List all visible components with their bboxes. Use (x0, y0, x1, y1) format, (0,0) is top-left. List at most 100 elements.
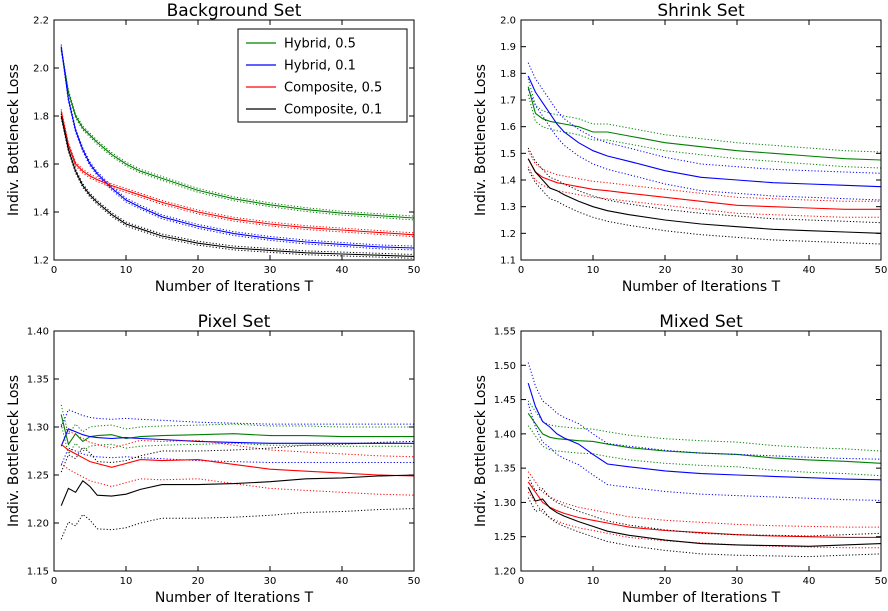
x-tick-label: 0 (51, 576, 57, 587)
x-tick-label: 30 (264, 576, 277, 587)
series-upper-band (527, 400, 881, 452)
plot-area (527, 362, 881, 558)
x-tick-label: 0 (51, 265, 57, 276)
x-tick-label: 50 (408, 265, 421, 276)
legend-label: Hybrid, 0.5 (284, 37, 356, 52)
series-lower-band (60, 423, 414, 456)
y-tick-label: 1.2 (33, 256, 49, 267)
y-tick-label: 1.40 (494, 429, 516, 440)
series-lower-band (527, 491, 881, 549)
axes-frame (520, 19, 882, 261)
series-lower-band (527, 89, 881, 201)
chart-title: Mixed Set (659, 312, 743, 332)
series-upper-band (527, 147, 881, 224)
y-tick-label: 2.0 (500, 16, 516, 27)
series-upper-band (60, 113, 414, 255)
series-upper-band (527, 362, 881, 460)
x-tick-label: 0 (518, 576, 524, 587)
series-line (527, 86, 881, 161)
series-line (60, 111, 414, 236)
series-upper-band (60, 440, 414, 473)
x-tick-label: 30 (731, 576, 744, 587)
y-tick-label: 1.30 (494, 498, 516, 509)
y-tick-label: 1.3 (500, 202, 516, 213)
y-axis-label: Indiv. Bottleneck Loss (473, 375, 489, 527)
y-tick-label: 1.50 (494, 361, 516, 372)
plot-area (60, 404, 414, 540)
series-upper-band (60, 44, 414, 247)
series-lower-band (60, 508, 414, 540)
x-tick-label: 20 (192, 576, 205, 587)
x-tick-label: 0 (518, 265, 524, 276)
series-lower-band (527, 169, 881, 245)
legend-label: Composite, 0.5 (284, 81, 382, 96)
chart-title: Background Set (167, 1, 302, 21)
x-tick-label: 40 (336, 265, 349, 276)
chart-panel: 0 10 20 30 40 50 1.15 1.20 1.25 1.30 1.35 1.40 Pixel… (6, 312, 420, 606)
axes-frame (53, 19, 415, 261)
series-line (60, 428, 414, 447)
series-line (60, 443, 414, 477)
series-lower-band (60, 117, 414, 259)
x-axis-label: Number of Iterations T (622, 279, 781, 295)
y-axis-label: Indiv. Bottleneck Loss (473, 64, 489, 216)
y-tick-label: 1.2 (500, 229, 516, 240)
series-line (60, 414, 414, 446)
series-lower-band (60, 112, 414, 238)
series-line (527, 382, 881, 481)
y-axis-label: Indiv. Bottleneck Loss (6, 375, 22, 527)
series-line (527, 487, 881, 547)
y-tick-label: 1.20 (494, 567, 516, 578)
y-tick-label: 1.1 (500, 256, 516, 267)
y-tick-label: 2.2 (33, 16, 49, 27)
y-tick-label: 1.9 (500, 42, 516, 53)
y-tick-label: 1.15 (27, 567, 49, 578)
y-tick-label: 1.35 (27, 375, 49, 386)
series-upper-band (527, 78, 881, 153)
series-line (60, 48, 414, 219)
y-axis-label: Indiv. Bottleneck Loss (6, 64, 22, 216)
series-upper-band (527, 476, 881, 537)
chart-panel: 0 10 20 30 40 50 1.20 1.25 1.30 1.35 1.40 1.45 1.50 1… (473, 312, 887, 606)
series-line (60, 115, 414, 257)
series-upper-band (527, 62, 881, 174)
y-tick-label: 1.25 (27, 471, 49, 482)
series-upper-band (60, 404, 414, 436)
y-tick-label: 1.6 (500, 122, 516, 133)
x-tick-label: 40 (803, 576, 816, 587)
x-tick-label: 20 (659, 576, 672, 587)
y-tick-label: 1.20 (27, 519, 49, 530)
x-tick-label: 10 (587, 576, 600, 587)
x-tick-label: 50 (875, 265, 888, 276)
series-line (527, 75, 881, 188)
series-lower-band (527, 403, 881, 501)
y-tick-label: 1.8 (500, 69, 516, 80)
x-tick-label: 50 (875, 576, 888, 587)
x-axis-label: Number of Iterations T (622, 590, 781, 606)
series-upper-band (527, 471, 881, 528)
x-tick-label: 20 (659, 265, 672, 276)
series-lower-band (527, 94, 881, 169)
y-tick-label: 1.8 (33, 112, 49, 123)
chart-title: Pixel Set (198, 312, 271, 332)
y-tick-label: 1.4 (33, 208, 49, 219)
y-tick-label: 1.35 (494, 464, 516, 475)
x-axis-label: Number of Iterations T (155, 590, 314, 606)
axes-frame (520, 330, 882, 572)
legend-label: Hybrid, 0.1 (284, 59, 356, 74)
series-lower-band (60, 447, 414, 466)
series-line (527, 158, 881, 234)
series-lower-band (527, 497, 881, 558)
series-line (60, 474, 414, 506)
x-tick-label: 10 (120, 265, 133, 276)
y-tick-label: 1.55 (494, 327, 516, 338)
series-line (527, 412, 881, 464)
y-tick-label: 1.5 (500, 149, 516, 160)
x-tick-label: 50 (408, 576, 421, 587)
series-lower-band (60, 463, 414, 496)
series-line (60, 46, 414, 249)
x-axis-label: Number of Iterations T (155, 279, 314, 295)
series-upper-band (60, 109, 414, 234)
series-upper-band (527, 150, 881, 202)
